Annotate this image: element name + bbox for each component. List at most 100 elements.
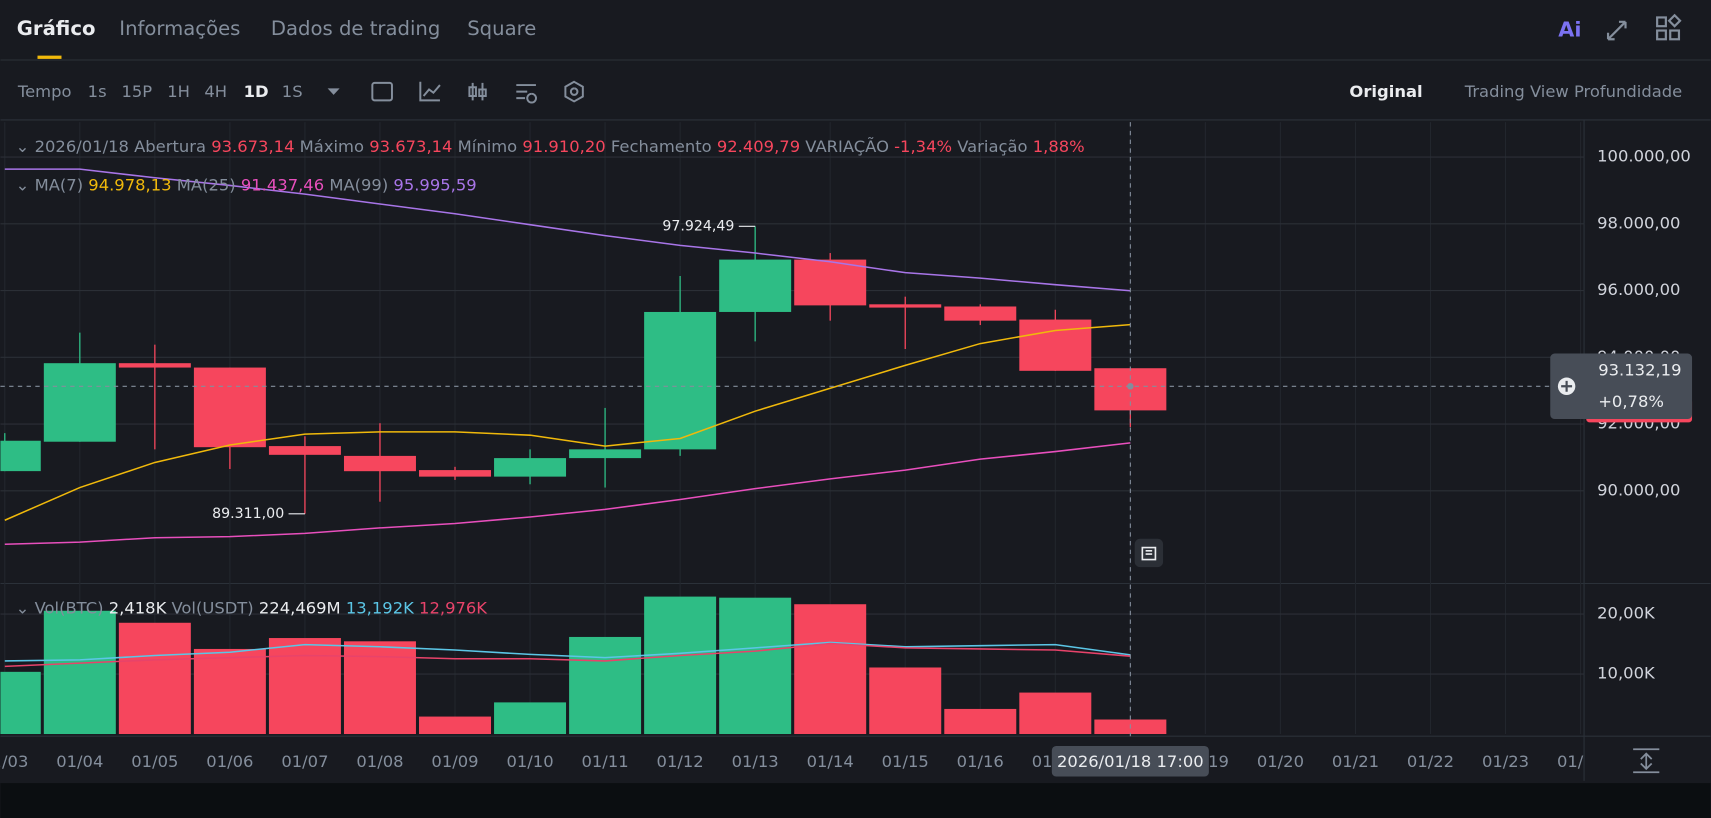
x-tick-label: 01/08 bbox=[356, 752, 403, 771]
legend-label: VARIAÇÃO bbox=[805, 137, 889, 156]
candle-body bbox=[118, 363, 191, 368]
settings-icon[interactable] bbox=[516, 84, 537, 104]
candle-body bbox=[944, 306, 1017, 321]
y-tick-label: 90.000,00 bbox=[1597, 480, 1680, 499]
crosshair-dot bbox=[1127, 383, 1134, 390]
volume-bar bbox=[0, 671, 41, 735]
axis-scale-icon[interactable] bbox=[1633, 748, 1660, 774]
view-option[interactable]: Original bbox=[1349, 82, 1422, 101]
legend-value: 91.910,20 bbox=[522, 137, 605, 156]
legend-value: 93.673,14 bbox=[369, 137, 452, 156]
ma-name: MA(25) bbox=[177, 175, 236, 194]
candle-body bbox=[1019, 319, 1092, 371]
volume-ma-line bbox=[4, 641, 1131, 662]
volume-tick-label: 10,00K bbox=[1597, 664, 1656, 683]
candle-body bbox=[343, 455, 416, 472]
candle-body bbox=[494, 458, 567, 477]
collapse-chevron[interactable]: ⌄ bbox=[16, 175, 35, 194]
interval-option[interactable]: 1s bbox=[88, 82, 107, 101]
volume-usdt-value: 224,469M bbox=[259, 598, 341, 617]
legend-value: -1,34% bbox=[894, 137, 952, 156]
candle-body bbox=[869, 304, 942, 308]
interval-option[interactable]: 1H bbox=[167, 82, 190, 101]
x-tick-label: 01/24 bbox=[1557, 752, 1604, 771]
tool-icons bbox=[371, 80, 584, 104]
indicator-icon[interactable] bbox=[419, 81, 441, 102]
volume-bar bbox=[343, 641, 416, 735]
volume-bar bbox=[719, 597, 792, 735]
news-button[interactable] bbox=[1134, 538, 1164, 568]
interval-option[interactable]: 15P bbox=[121, 82, 152, 101]
y-tick-label: 100.000,00 bbox=[1597, 147, 1691, 166]
volume-bar bbox=[494, 702, 567, 735]
volume-legend: ⌄ Vol(BTC) 2,418K Vol(USDT) 224,469M 13,… bbox=[16, 598, 489, 617]
candle-body bbox=[569, 449, 642, 459]
interval-option[interactable]: 1S bbox=[282, 82, 303, 101]
volume-bar bbox=[193, 648, 266, 735]
volume-bar bbox=[419, 716, 491, 735]
x-tick-label: 01/23 bbox=[1482, 752, 1529, 771]
volume-bar bbox=[268, 638, 341, 735]
collapse-chevron[interactable]: ⌄ bbox=[16, 598, 35, 617]
x-tick-label: 01/11 bbox=[582, 752, 629, 771]
candle-body bbox=[794, 259, 867, 306]
layout-icon[interactable] bbox=[1656, 13, 1682, 41]
ai-button[interactable]: Ai bbox=[1558, 18, 1581, 42]
view-option[interactable]: Profundidade bbox=[1574, 82, 1682, 101]
y-tick-label: 96.000,00 bbox=[1597, 280, 1680, 299]
volume-bar bbox=[944, 708, 1017, 735]
current-price-change: +0,78% bbox=[1598, 392, 1664, 411]
candle-body bbox=[193, 367, 266, 448]
toolbar: Tempo 1s 15P 1H 4H 1D 1S Original Trading View Pr… bbox=[17, 82, 1682, 101]
ma-name: MA(7) bbox=[35, 175, 83, 194]
news-icon bbox=[1141, 546, 1157, 561]
x-tick-label: 01/20 bbox=[1257, 752, 1304, 771]
interval-label: Tempo bbox=[17, 82, 72, 101]
candle-body bbox=[419, 470, 491, 477]
candle-body bbox=[644, 311, 717, 450]
candle-body bbox=[0, 440, 41, 472]
tab[interactable]: Dados de trading bbox=[271, 17, 440, 40]
collapse-chevron[interactable]: ⌄ bbox=[16, 137, 35, 156]
hex-icon[interactable] bbox=[564, 80, 584, 103]
volume-bar bbox=[1019, 692, 1092, 735]
volume-bar bbox=[43, 610, 116, 735]
legend-label: Fechamento bbox=[611, 137, 712, 156]
candle-body bbox=[268, 446, 341, 455]
fullscreen-icon[interactable] bbox=[1606, 20, 1627, 41]
candle-type-icon[interactable] bbox=[468, 82, 487, 101]
current-price-box[interactable] bbox=[1550, 353, 1693, 419]
interval-option[interactable]: 4H bbox=[204, 82, 227, 101]
legend-label: Mínimo bbox=[458, 137, 518, 156]
legend-value: 93.673,14 bbox=[211, 137, 294, 156]
volume-ma-line bbox=[4, 642, 1131, 668]
legend-value: 1,88% bbox=[1033, 137, 1085, 156]
crosshair-date-box bbox=[1051, 746, 1209, 777]
tab[interactable]: Gráfico bbox=[17, 17, 96, 40]
volume-ma-value: 13,192K bbox=[346, 598, 415, 617]
ma-value: 95.995,59 bbox=[393, 175, 476, 194]
legend-label: Variação bbox=[957, 137, 1027, 156]
date-icon[interactable] bbox=[371, 81, 393, 102]
volume-value: 2,418K bbox=[109, 598, 168, 617]
ma-line bbox=[4, 442, 1131, 546]
ma-legend: ⌄ MA(7) 94.978,13 MA(25) 91.437,46 MA(99… bbox=[16, 175, 477, 194]
tab[interactable]: Square bbox=[467, 17, 536, 40]
ohlc-legend: ⌄ 2026/01/18 Abertura 93.673,14 Máximo 9… bbox=[16, 137, 1085, 156]
annotation-label: 97.924,49 bbox=[662, 218, 734, 234]
ma-line bbox=[4, 323, 1131, 521]
more-intervals[interactable] bbox=[327, 88, 340, 95]
legend-value: 92.409,79 bbox=[717, 137, 800, 156]
volume-bar bbox=[869, 667, 942, 735]
view-option[interactable]: Trading View bbox=[1464, 82, 1569, 101]
tab[interactable]: Informações bbox=[119, 17, 240, 40]
x-tick-label: 01/21 bbox=[1332, 752, 1379, 771]
volume-name: Vol(BTC) bbox=[35, 598, 104, 617]
legend-date: 2026/01/18 bbox=[35, 137, 129, 156]
x-tick-label: 01/16 bbox=[957, 752, 1004, 771]
interval-option[interactable]: 1D bbox=[244, 82, 269, 101]
y-tick-label: 98.000,00 bbox=[1597, 213, 1680, 232]
x-tick-label: 01/10 bbox=[506, 752, 553, 771]
volume-tick-label: 20,00K bbox=[1597, 604, 1656, 623]
